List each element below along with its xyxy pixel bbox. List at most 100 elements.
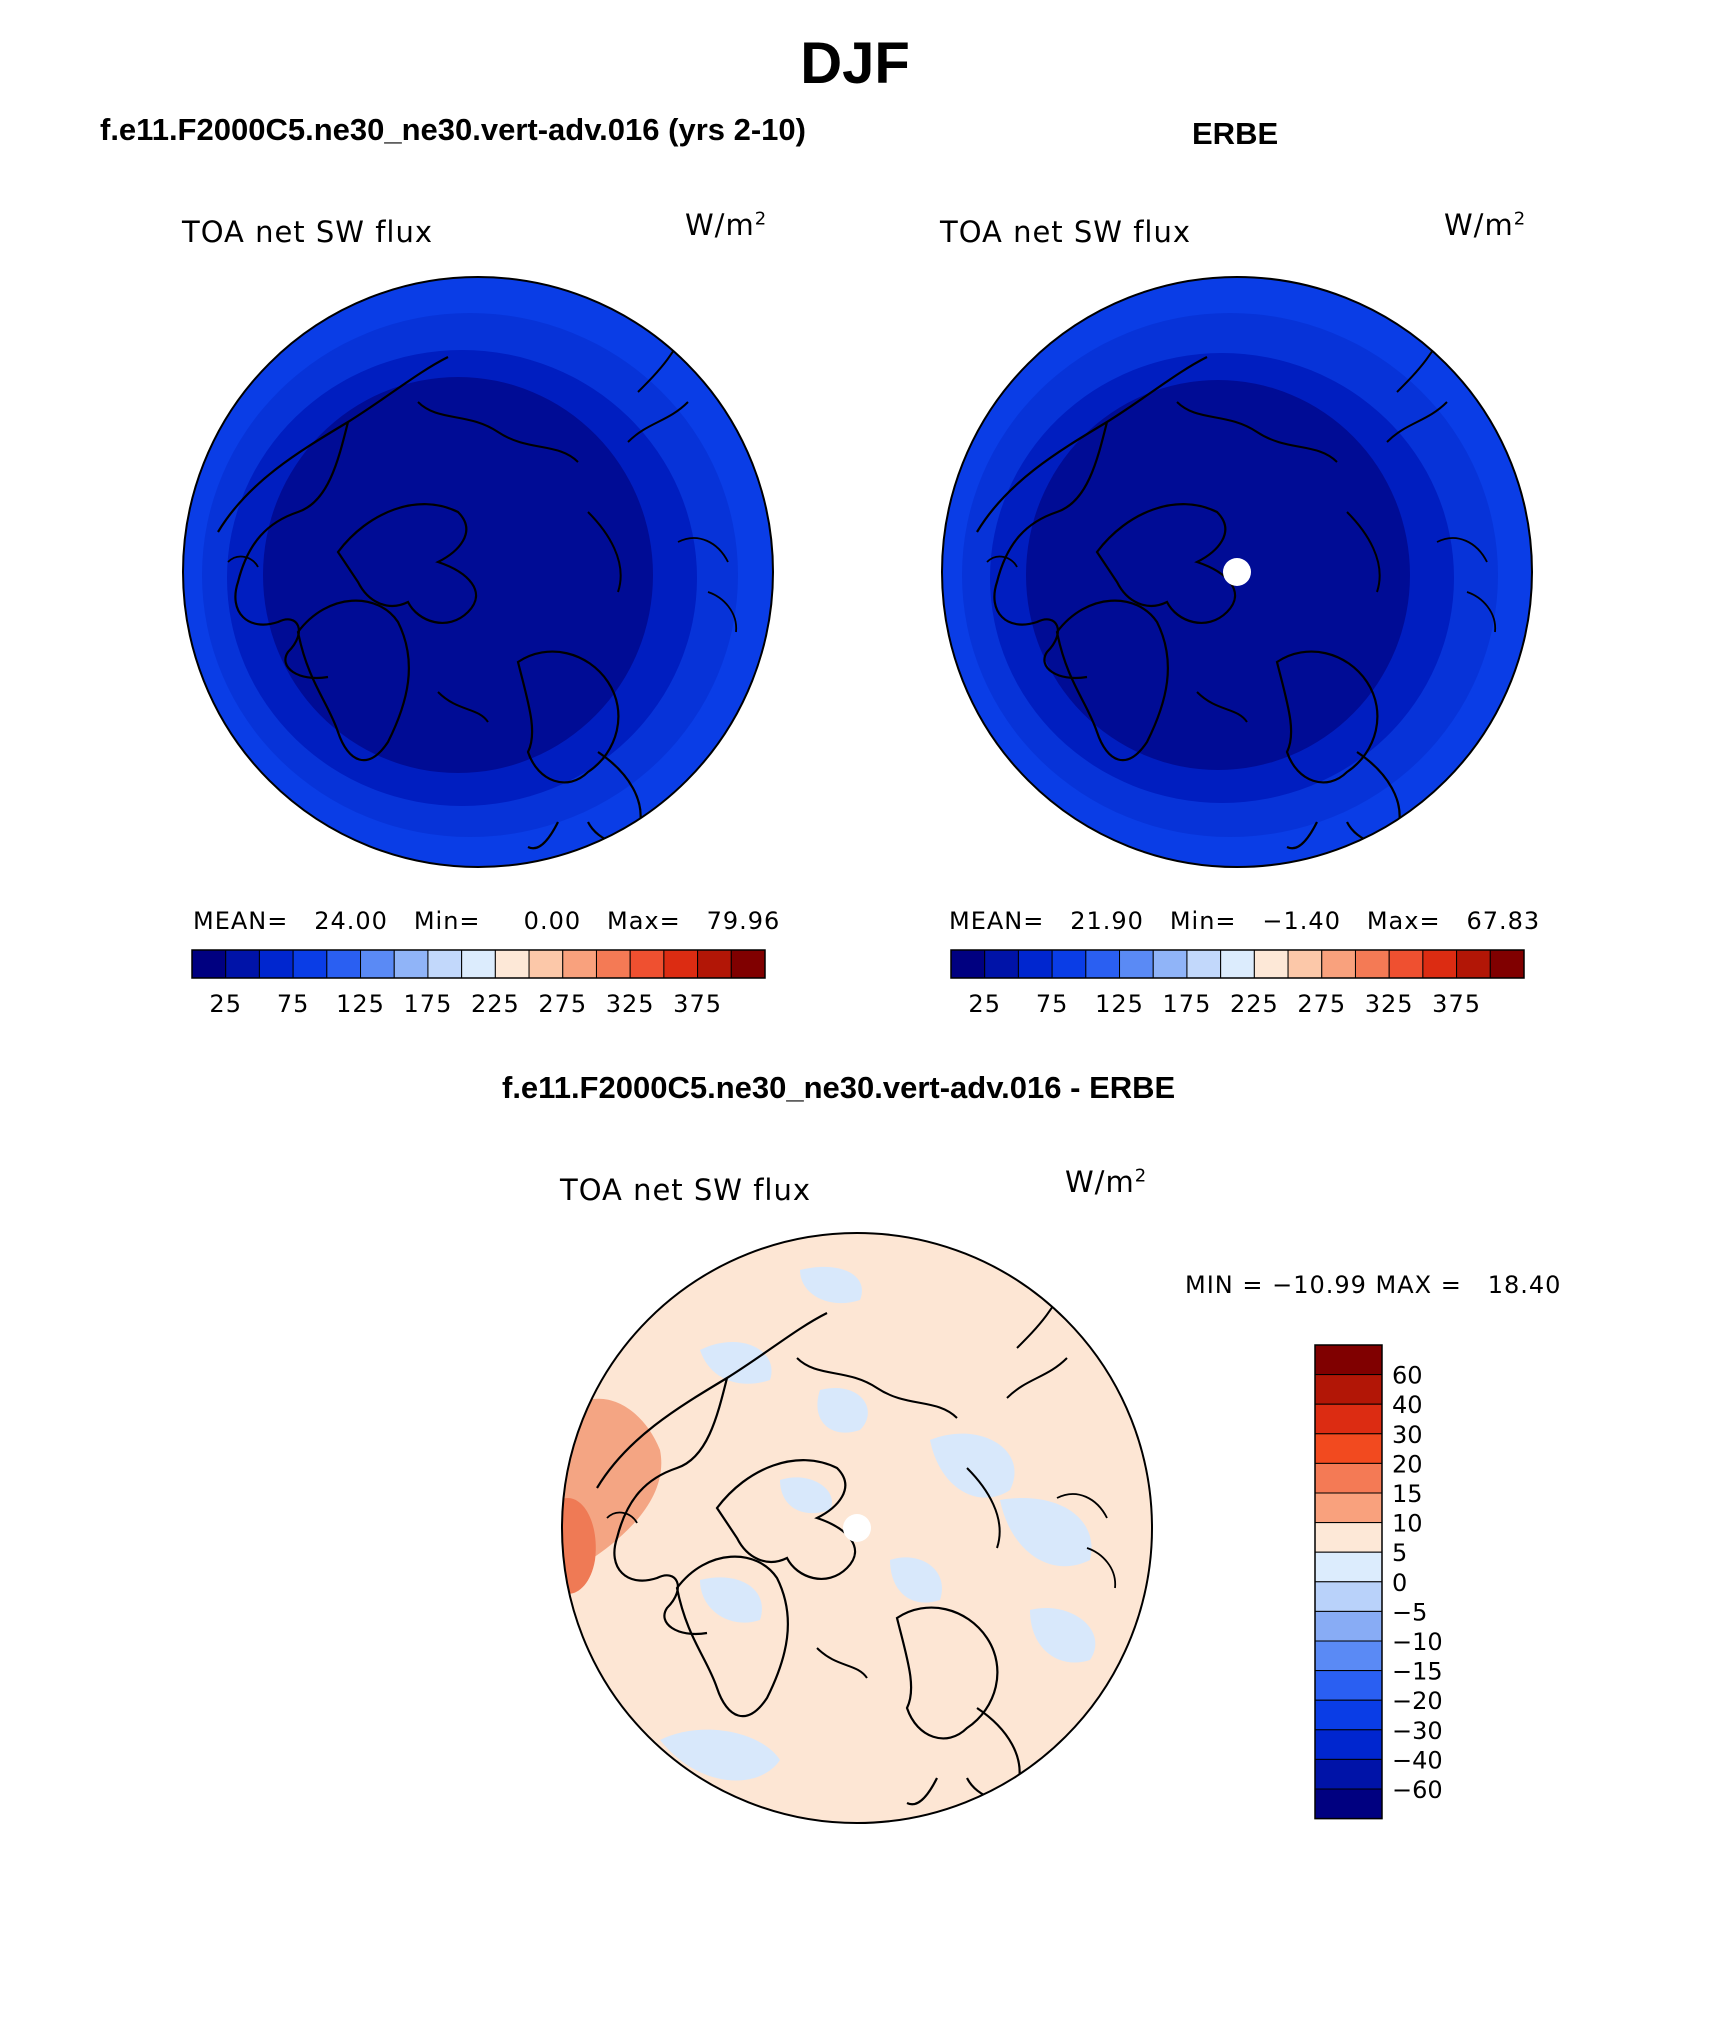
colorbar-tick-label: 25 <box>968 990 1001 1018</box>
colorbar-box <box>1314 1403 1383 1435</box>
map-obs-border <box>941 276 1533 868</box>
colorbar-box <box>1085 949 1121 979</box>
colorbar-tick-label: 75 <box>1036 990 1069 1018</box>
map-model <box>183 277 773 867</box>
colorbar-box <box>1321 949 1356 979</box>
colorbar-tick-label: 225 <box>471 990 520 1018</box>
colorbar-tick-label: −10 <box>1392 1628 1443 1656</box>
colorbar-box <box>1354 949 1390 979</box>
colorbar-tick-label: 175 <box>404 990 453 1018</box>
colorbar-box <box>360 949 395 979</box>
colorbar-box <box>1314 1729 1383 1760</box>
colorbar-box <box>1314 1551 1383 1583</box>
colorbar-box <box>1314 1462 1383 1494</box>
colorbar-box <box>1051 949 1087 979</box>
colorbar-tick-label: 0 <box>1392 1569 1407 1597</box>
colorbar-box <box>528 949 564 979</box>
missing-data-pole-obs <box>1223 558 1251 586</box>
colorbar-frame <box>1314 1344 1383 1820</box>
colorbar-box <box>326 949 362 979</box>
colorbar-box <box>1489 949 1525 979</box>
colorbar-tick-label: 20 <box>1392 1450 1423 1478</box>
colorbar-box <box>595 949 631 979</box>
colorbar-tick-label: 325 <box>1365 990 1414 1018</box>
missing-data-pole-diff <box>843 1514 871 1542</box>
colorbar-box <box>494 949 530 979</box>
colorbar-tick-label: 225 <box>1230 990 1279 1018</box>
colorbar-box <box>1314 1670 1383 1701</box>
map-model-border <box>182 276 774 868</box>
variable-label-obs: TOA net SW flux <box>940 215 1192 249</box>
panel-title-model: f.e11.F2000C5.ne30_ne30.vert-adv.016 (yr… <box>100 112 806 147</box>
colorbar-tick-label: 325 <box>606 990 655 1018</box>
colorbar-box <box>629 949 665 979</box>
colorbar-tick-label: 5 <box>1392 1539 1407 1567</box>
units-model: W/m2 <box>685 208 768 242</box>
colorbar-box <box>1314 1433 1383 1464</box>
colorbar-box <box>258 949 294 979</box>
units-obs: W/m2 <box>1444 208 1527 242</box>
panel-title-diff: f.e11.F2000C5.ne30_ne30.vert-adv.016 - E… <box>502 1070 1176 1105</box>
colorbar-tick-label: −5 <box>1392 1598 1427 1626</box>
colorbar-box <box>1314 1522 1383 1553</box>
colorbar-tick-label: 40 <box>1392 1391 1423 1419</box>
colorbar-box <box>1119 949 1154 979</box>
colorbar-tick-label: 15 <box>1392 1480 1423 1508</box>
colorbar-tick-label: 375 <box>1432 990 1481 1018</box>
colorbar-model: 25 75 125 175 225 275 325 375 <box>191 949 766 1018</box>
colorbar-frame <box>950 949 1525 979</box>
colorbar-box <box>1388 949 1424 979</box>
colorbar-box <box>427 949 463 979</box>
colorbar-box <box>1314 1788 1383 1820</box>
units-diff: W/m2 <box>1065 1165 1148 1199</box>
panel-title-obs: ERBE <box>1192 116 1279 151</box>
colorbar-box <box>1314 1374 1383 1405</box>
colorbar-tick-label: 375 <box>673 990 722 1018</box>
colorbar-box <box>1314 1699 1383 1731</box>
colorbar-box <box>562 949 597 979</box>
colorbar-box <box>1314 1344 1383 1376</box>
colorbar-box <box>1456 949 1491 979</box>
colorbar-tick-label: 60 <box>1392 1362 1423 1390</box>
minmax-diff: MIN = −10.99 MAX = 18.40 <box>1185 1271 1562 1299</box>
colorbar-box <box>292 949 328 979</box>
colorbar-tick-label: −60 <box>1392 1776 1443 1804</box>
colorbar-tick-label: 275 <box>538 990 587 1018</box>
colorbar-tick-label: −20 <box>1392 1687 1443 1715</box>
colorbar-tick-label: 125 <box>1095 990 1144 1018</box>
colorbar-box <box>1287 949 1323 979</box>
colorbar-tick-label: 25 <box>209 990 242 1018</box>
colorbar-box <box>984 949 1019 979</box>
colorbar-tick-label: 30 <box>1392 1421 1423 1449</box>
colorbar-box <box>697 949 732 979</box>
colorbar-box <box>1314 1581 1383 1612</box>
colorbar-tick-label: −40 <box>1392 1746 1443 1774</box>
colorbar-tick-label: 75 <box>277 990 310 1018</box>
colorbar-tick-label: 125 <box>336 990 385 1018</box>
colorbar-box <box>1220 949 1255 979</box>
colorbar-tick-label: 175 <box>1163 990 1212 1018</box>
colorbar-box <box>730 949 766 979</box>
colorbar-box <box>1314 1492 1383 1524</box>
colorbar-frame <box>191 949 766 979</box>
colorbar-box <box>1253 949 1289 979</box>
colorbar-box <box>1314 1758 1383 1790</box>
stats-obs: MEAN= 21.90 Min= −1.40 Max= 67.83 <box>949 907 1541 935</box>
colorbar-box <box>1422 949 1458 979</box>
colorbar-tick-label: 275 <box>1297 990 1346 1018</box>
colorbar-box <box>1314 1610 1383 1642</box>
colorbar-box <box>950 949 986 979</box>
colorbar-tick-label: −30 <box>1392 1717 1443 1745</box>
colorbar-box <box>1186 949 1222 979</box>
colorbar-box <box>393 949 429 979</box>
colorbar-box <box>461 949 496 979</box>
colorbar-obs: 25 75 125 175 225 275 325 375 <box>950 949 1525 1018</box>
map-diff-border <box>561 1232 1153 1824</box>
colorbar-tick-label: 10 <box>1392 1510 1423 1538</box>
colorbar-box <box>191 949 227 979</box>
colorbar-box <box>663 949 699 979</box>
colorbar-box <box>1314 1640 1383 1672</box>
colorbar-box <box>1017 949 1053 979</box>
